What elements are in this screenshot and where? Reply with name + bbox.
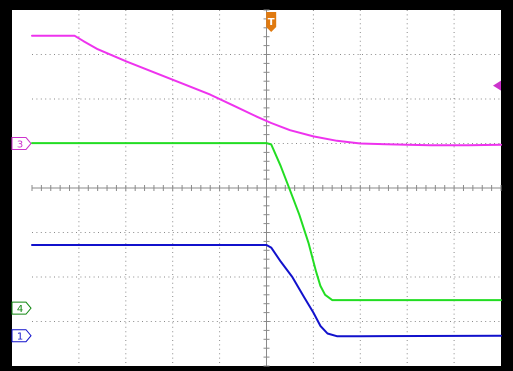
trigger-marker-label: T xyxy=(268,17,275,28)
outer-border-top xyxy=(0,0,513,10)
channel-marker-ch3[interactable]: 3 xyxy=(11,137,32,151)
channel-marker-shape xyxy=(11,301,32,315)
trigger-position-marker[interactable]: T xyxy=(266,12,277,32)
outer-border-bottom xyxy=(0,366,513,371)
channel-marker-shape xyxy=(11,137,32,150)
trace-ch4 xyxy=(31,142,502,302)
channel-markers: 3 4 1 T xyxy=(11,12,501,343)
channel-marker-ch4[interactable]: 4 xyxy=(11,301,32,315)
trace-ch1 xyxy=(31,244,502,338)
channel-marker-label: 4 xyxy=(17,304,23,315)
channel-marker-label: 3 xyxy=(17,140,23,151)
graticule xyxy=(31,9,502,367)
trace-ch3 xyxy=(31,34,502,147)
outer-border-right xyxy=(501,0,513,371)
trigger-level-marker[interactable] xyxy=(493,80,501,91)
trigger-marker-shape xyxy=(266,12,277,32)
channel-marker-shape xyxy=(11,329,32,343)
channel-marker-ch1[interactable]: 1 xyxy=(11,329,32,343)
traces xyxy=(31,34,502,338)
channel-marker-label: 1 xyxy=(17,332,23,343)
outer-border-left xyxy=(0,0,12,371)
